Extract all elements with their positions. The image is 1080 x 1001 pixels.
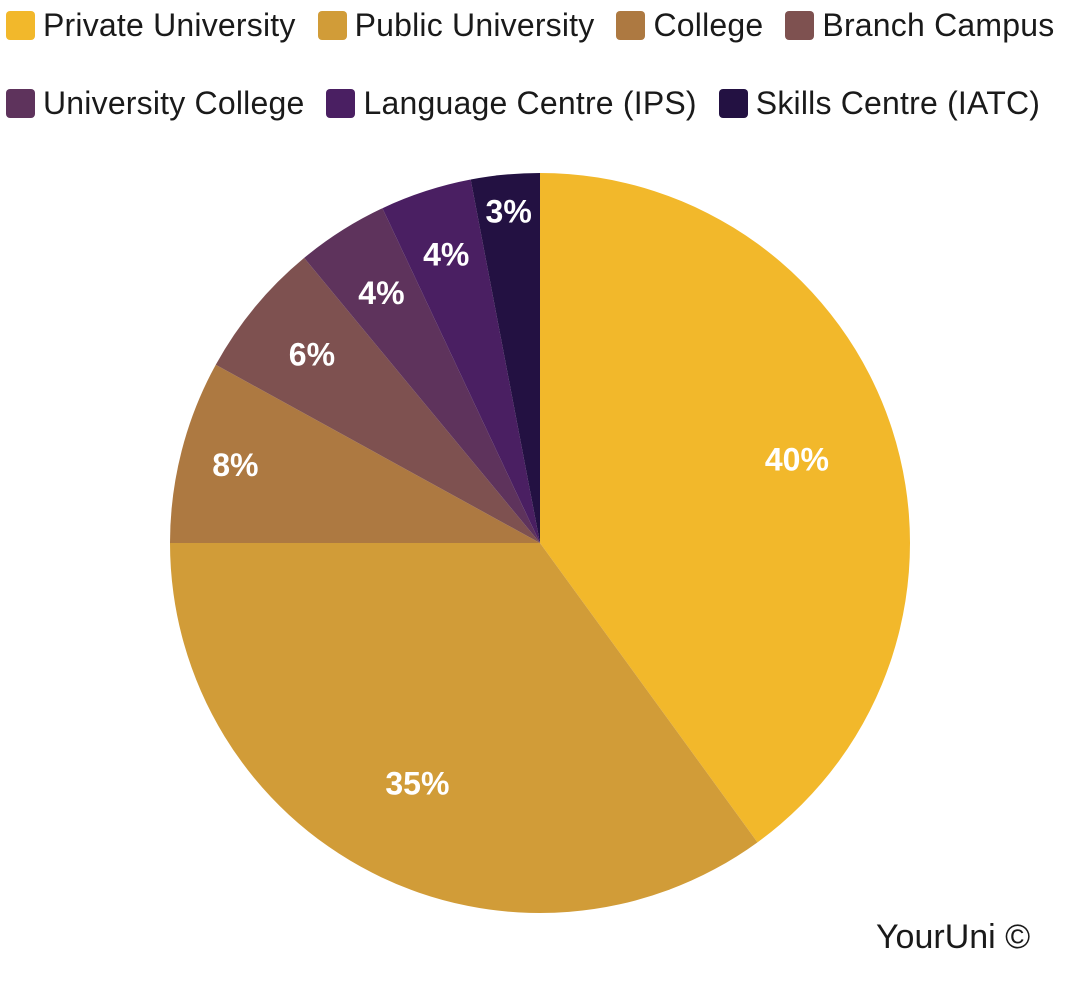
- pie-slice-language-centre-ips: [382, 179, 540, 543]
- watermark: YourUni ©: [876, 918, 1031, 956]
- pie-slice-college: [170, 364, 540, 543]
- slice-label-college: 8%: [212, 447, 258, 483]
- slice-label-language-centre-ips: 4%: [423, 236, 469, 272]
- legend-item-skills-centre: Skills Centre (IATC): [718, 84, 1041, 122]
- legend-swatch-branch-campus: [785, 10, 815, 40]
- slice-label-private-university: 40%: [765, 442, 829, 478]
- legend-label-skills-centre: Skills Centre (IATC): [755, 84, 1041, 121]
- pie-slice-skills-centre-iatc: [470, 173, 540, 543]
- legend-label-college: College: [653, 6, 764, 43]
- pie-slice-private-university: [540, 173, 910, 843]
- legend-swatch-private-university: [6, 10, 35, 40]
- legend-swatch-skills-centre: [718, 88, 748, 118]
- legend-item-language-centre: Language Centre (IPS): [326, 84, 697, 122]
- pie-slice-public-university: [170, 543, 758, 913]
- legend-item-university-college: University College: [6, 85, 304, 122]
- legend-swatch-language-centre: [326, 88, 356, 118]
- legend-item-branch-campus: Branch Campus: [785, 7, 1054, 44]
- legend-item-college: College: [616, 7, 763, 44]
- pie-slice-labels: 40% 35% 8% 6% 4% 4% 3%: [212, 193, 829, 801]
- legend-swatch-public-university: [317, 10, 347, 40]
- pie-slices: [170, 173, 910, 913]
- legend-item-private-university: Private University: [6, 7, 296, 44]
- pie-slice-branch-campus: [215, 257, 540, 543]
- legend-label-private-university: Private University: [43, 6, 296, 43]
- legend-swatch-college: [616, 10, 646, 40]
- pie-slice-university-college: [304, 208, 540, 543]
- slice-label-skills-centre-iatc: 3%: [486, 193, 532, 229]
- legend-label-language-centre: Language Centre (IPS): [363, 84, 697, 121]
- legend-item-public-university: Public University: [317, 6, 595, 44]
- legend-row-2: University College Language Centre (IPS)…: [6, 82, 1062, 124]
- legend-label-public-university: Public University: [354, 6, 595, 43]
- slice-label-university-college: 4%: [358, 275, 404, 311]
- legend-swatch-university-college: [6, 88, 35, 118]
- slice-label-branch-campus: 6%: [289, 336, 335, 372]
- legend-label-university-college: University College: [43, 84, 305, 121]
- legend-label-branch-campus: Branch Campus: [822, 6, 1055, 43]
- slice-label-public-university: 35%: [385, 766, 449, 802]
- legend-row-1: Private University Public University Col…: [6, 4, 1076, 46]
